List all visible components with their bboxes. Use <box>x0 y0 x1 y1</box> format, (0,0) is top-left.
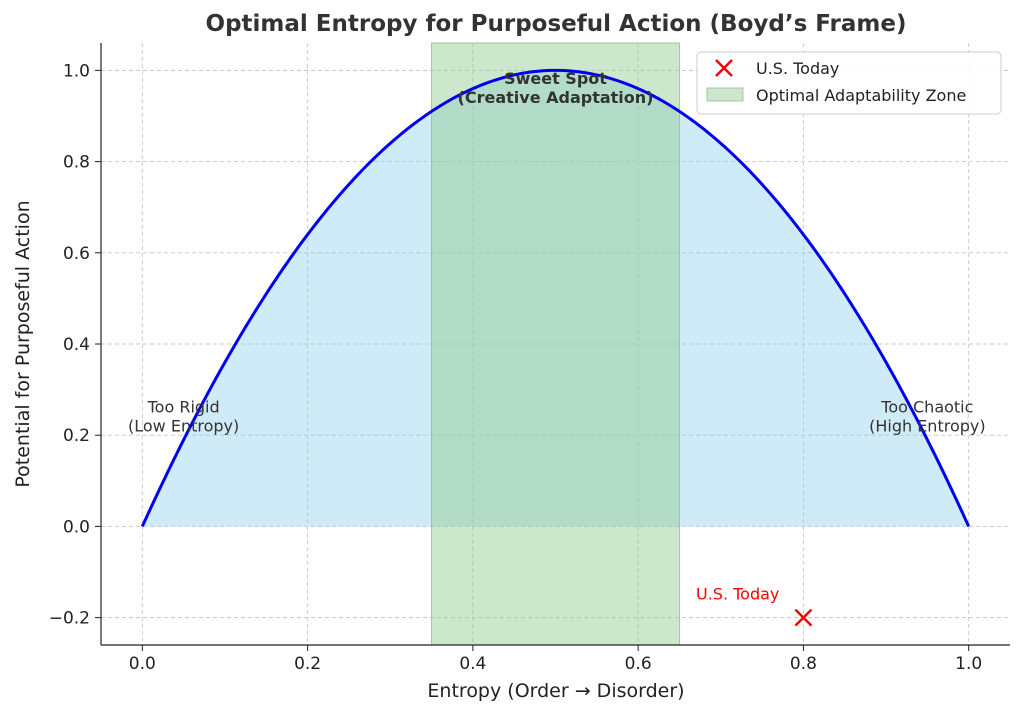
plot-area: 0.0 0.2 0.4 0.6 0.8 1.0 −0.2 0.0 0.2 0.4 0.6 0.8 1.0… <box>49 42 1010 674</box>
potential-curve-line <box>140 68 971 528</box>
x-axis-label: Entropy (Order → Disorder) <box>427 680 684 702</box>
optimal-adaptability-zone <box>431 42 680 646</box>
y-tick-label: 0.0 <box>63 517 90 537</box>
x-tick-label: 0.2 <box>294 654 321 674</box>
y-tick-label: 0.4 <box>63 335 90 355</box>
us-today-marker <box>794 608 813 627</box>
legend-marker-icon <box>715 59 733 77</box>
x-tick-label: 0.6 <box>625 654 652 674</box>
legend-box <box>696 51 1002 115</box>
y-tick-label: −0.2 <box>49 609 90 629</box>
annotation-too-chaotic: Too Chaotic (High Entropy) <box>869 397 986 435</box>
annotation-line: Sweet Spot <box>504 69 607 88</box>
chart-title: Optimal Entropy for Purposeful Action (B… <box>206 11 907 37</box>
y-tick-label: 1.0 <box>63 61 90 81</box>
legend-label-zone: Optimal Adaptability Zone <box>756 86 966 105</box>
y-tick-label: 0.6 <box>63 244 90 264</box>
annotation-line: (Creative Adaptation) <box>458 88 654 107</box>
annotation-too-rigid: Too Rigid (Low Entropy) <box>128 397 239 435</box>
annotation-line: (Low Entropy) <box>128 417 239 436</box>
us-today-label: U.S. Today <box>696 585 779 604</box>
x-tick-label: 0.0 <box>129 654 156 674</box>
y-tick-label: 0.8 <box>63 153 90 173</box>
annotation-sweet-spot: Sweet Spot (Creative Adaptation) <box>458 69 654 107</box>
x-tick-label: 1.0 <box>955 654 982 674</box>
annotation-line: Too Chaotic <box>880 397 973 416</box>
legend-zone-swatch <box>706 87 744 102</box>
curve-fill-area <box>142 70 969 527</box>
y-axis-label: Potential for Purposeful Action <box>12 200 34 487</box>
y-tick-label: 0.2 <box>63 426 90 446</box>
x-tick-label: 0.8 <box>790 654 817 674</box>
marker-stroke <box>794 608 813 627</box>
annotation-line: Too Rigid <box>147 397 220 416</box>
legend: U.S. Today Optimal Adaptability Zone <box>696 51 1002 115</box>
legend-label-us-today: U.S. Today <box>756 59 839 78</box>
annotation-line: (High Entropy) <box>869 417 986 436</box>
x-tick-label: 0.4 <box>459 654 486 674</box>
